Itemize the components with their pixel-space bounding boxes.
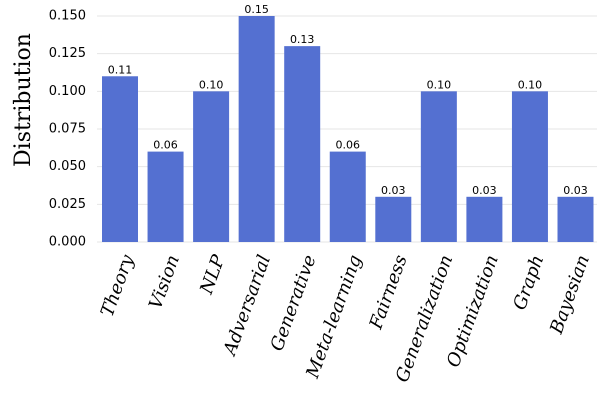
data-label: 0.03 — [472, 184, 497, 197]
data-label: 0.03 — [381, 184, 406, 197]
category-label: Fairness — [365, 252, 411, 333]
bar-nlp — [193, 91, 230, 242]
y-tick-label: 0.125 — [49, 46, 86, 61]
data-labels: 0.11 0.06 0.10 0.15 0.13 0.06 0.03 0.10 0.03 0.10… — [108, 3, 588, 197]
category-label: Bayesian — [546, 252, 594, 337]
bar-theory — [102, 76, 138, 243]
category-label: Graph — [509, 252, 548, 313]
data-label: 0.15 — [244, 3, 269, 16]
data-label: 0.03 — [563, 184, 588, 197]
data-label: 0.06 — [336, 139, 361, 152]
data-label: 0.10 — [199, 78, 224, 91]
y-tick-label: 0.100 — [49, 84, 86, 99]
y-tick-label: 0.000 — [49, 235, 86, 250]
x-axis-categories: Theory Vision NLPAdversarialGenerativeMeta… — [97, 251, 594, 385]
data-label: 0.10 — [518, 78, 543, 91]
bar-bayesian — [557, 196, 594, 242]
bars — [102, 16, 594, 243]
category-label: Theory — [97, 251, 139, 319]
data-label: 0.10 — [427, 78, 452, 91]
bar-adversarial — [238, 16, 275, 242]
bar-generalization — [420, 91, 457, 242]
bar-meta-learning — [329, 151, 366, 242]
y-axis-ticks: 0.000 0.025 0.050 0.075 0.100 0.125 0.150 — [49, 9, 86, 250]
y-axis-title: Distribution — [11, 33, 36, 167]
bar-vision — [147, 151, 184, 242]
category-label: Vision — [145, 252, 184, 312]
category-label: Generative — [267, 252, 321, 354]
y-tick-label: 0.050 — [49, 159, 86, 174]
bar-graph — [511, 91, 548, 242]
y-tick-label: 0.150 — [49, 9, 86, 24]
bar-fairness — [375, 196, 412, 242]
data-label: 0.06 — [153, 139, 178, 152]
y-tick-label: 0.075 — [49, 122, 86, 137]
category-label: NLP — [196, 251, 230, 297]
data-label: 0.13 — [290, 33, 315, 46]
y-tick-label: 0.025 — [49, 197, 86, 212]
bar-generative — [284, 46, 321, 243]
data-label: 0.11 — [108, 63, 133, 76]
bar-optimization — [466, 196, 503, 242]
